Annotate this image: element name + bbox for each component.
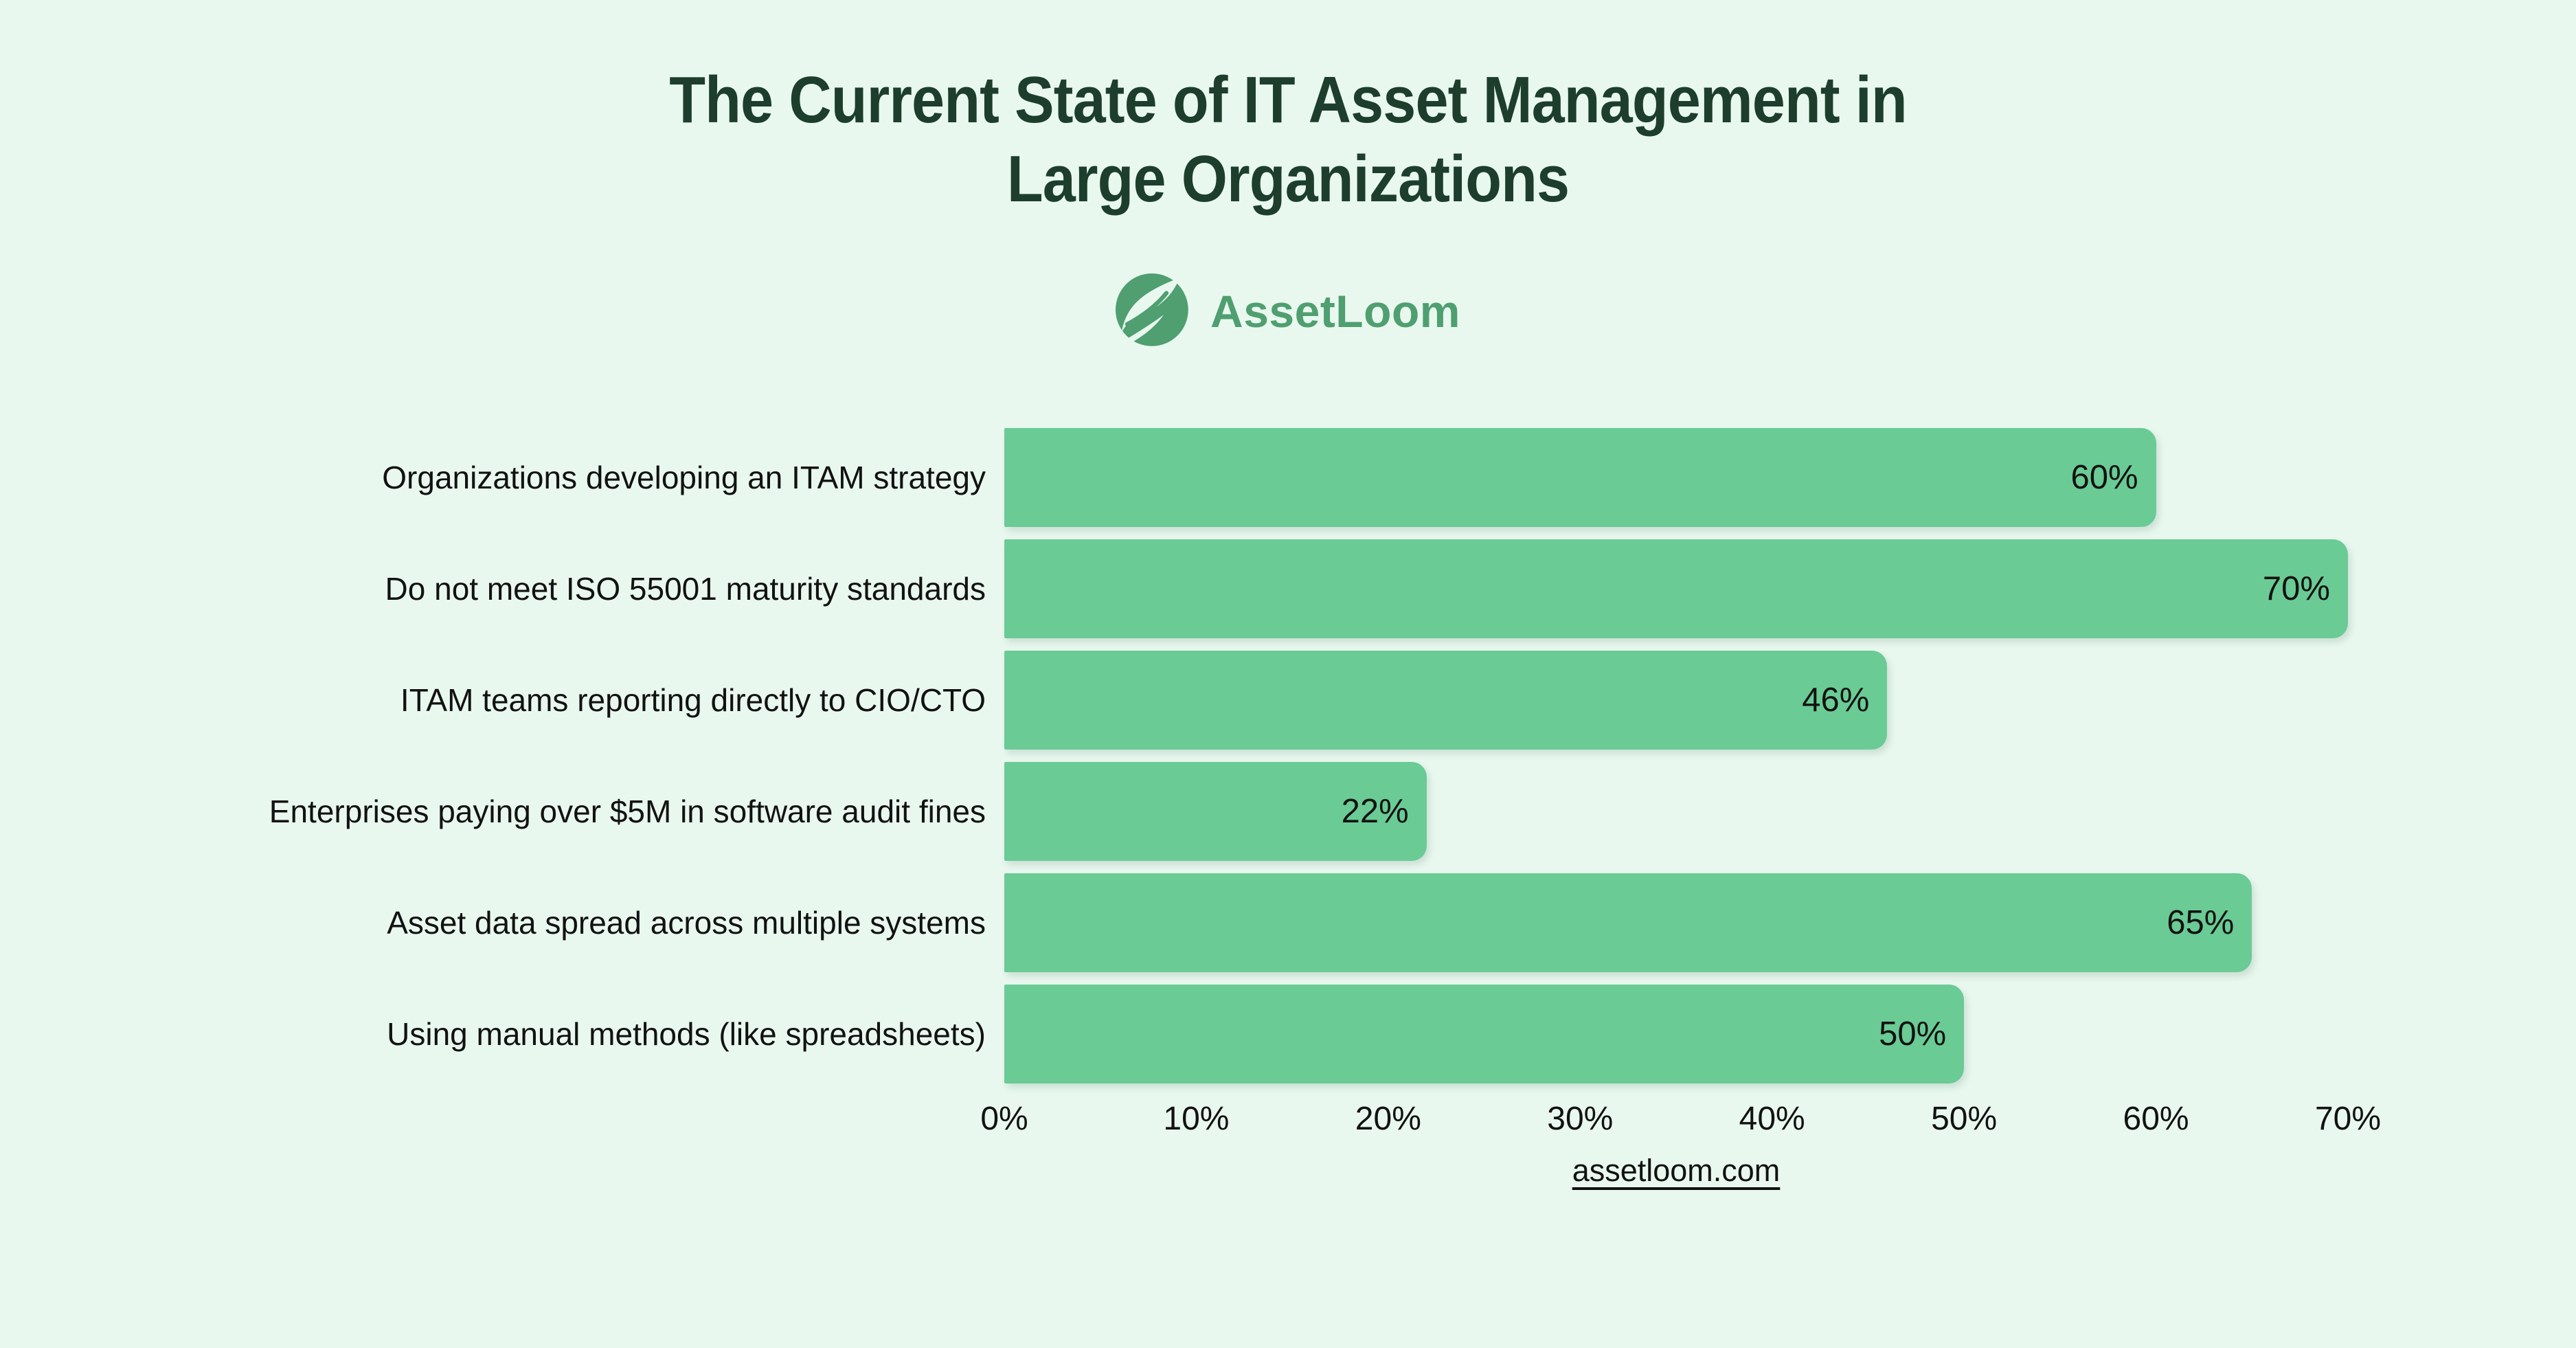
chart-row: Enterprises paying over $5M in software … (0, 762, 2576, 861)
bar-value-label: 22% (1341, 793, 1409, 830)
x-axis-tick: 70% (2314, 1101, 2382, 1137)
bar-track: 65% (1004, 873, 2348, 972)
chart-row: Using manual methods (like spreadsheets)… (0, 985, 2576, 1083)
chart-row: Asset data spread across multiple system… (0, 873, 2576, 972)
bar-track: 50% (1004, 985, 2348, 1083)
bar: 22% (1004, 762, 1427, 861)
x-axis-tick: 60% (2123, 1101, 2189, 1137)
x-axis-tick: 10% (1163, 1101, 1230, 1137)
x-axis: 0% 10% 20% 30% 40% 50% 60% 70% (980, 1100, 2381, 1148)
category-label: Organizations developing an ITAM strateg… (382, 459, 986, 495)
bar-value-label: 46% (1802, 682, 1870, 719)
x-axis-tick: 40% (1739, 1101, 1805, 1137)
chart-row: Organizations developing an ITAM strateg… (0, 428, 2576, 527)
x-axis-tick: 0% (980, 1101, 1028, 1137)
bar-value-label: 50% (1879, 1015, 1947, 1053)
x-axis-tick: 30% (1547, 1101, 1614, 1137)
assetloom-logo: AssetLoom (0, 273, 2576, 349)
bar-track: 46% (1004, 651, 2348, 750)
bar: 50% (1004, 985, 1965, 1083)
bar-track: 70% (1004, 539, 2348, 638)
chart-row: ITAM teams reporting directly to CIO/CTO… (0, 651, 2576, 750)
bar: 65% (1004, 873, 2252, 972)
bar-value-label: 70% (2262, 570, 2330, 607)
bar-value-label: 65% (2167, 904, 2235, 941)
x-axis-tick: 20% (1355, 1101, 1421, 1137)
bar-track: 60% (1004, 428, 2348, 527)
bar: 70% (1004, 539, 2348, 638)
footer: assetloom.com (1004, 1153, 2348, 1189)
category-label: Enterprises paying over $5M in software … (269, 793, 986, 829)
page-title: The Current State of IT Asset Management… (0, 60, 2576, 218)
assetloom-wordmark: AssetLoom (1210, 286, 1460, 337)
category-label: Asset data spread across multiple system… (387, 904, 986, 941)
bar: 46% (1004, 651, 1888, 750)
page-title-line-1: The Current State of IT Asset Management… (669, 63, 1907, 137)
bar-track: 22% (1004, 762, 2348, 861)
bar: 60% (1004, 428, 2156, 527)
assetloom-leaf-icon (1116, 273, 1188, 349)
bar-value-label: 60% (2070, 459, 2138, 496)
chart-row: Do not meet ISO 55001 maturity standards… (0, 539, 2576, 638)
category-label: ITAM teams reporting directly to CIO/CTO (400, 682, 986, 718)
category-label: Do not meet ISO 55001 maturity standards (385, 570, 986, 607)
x-axis-tick: 50% (1931, 1101, 1998, 1137)
assetloom-link[interactable]: assetloom.com (1572, 1153, 1781, 1188)
page-title-line-2: Large Organizations (1006, 142, 1570, 216)
category-label: Using manual methods (like spreadsheets) (387, 1015, 986, 1052)
bar-chart: Organizations developing an ITAM strateg… (0, 428, 2576, 1148)
